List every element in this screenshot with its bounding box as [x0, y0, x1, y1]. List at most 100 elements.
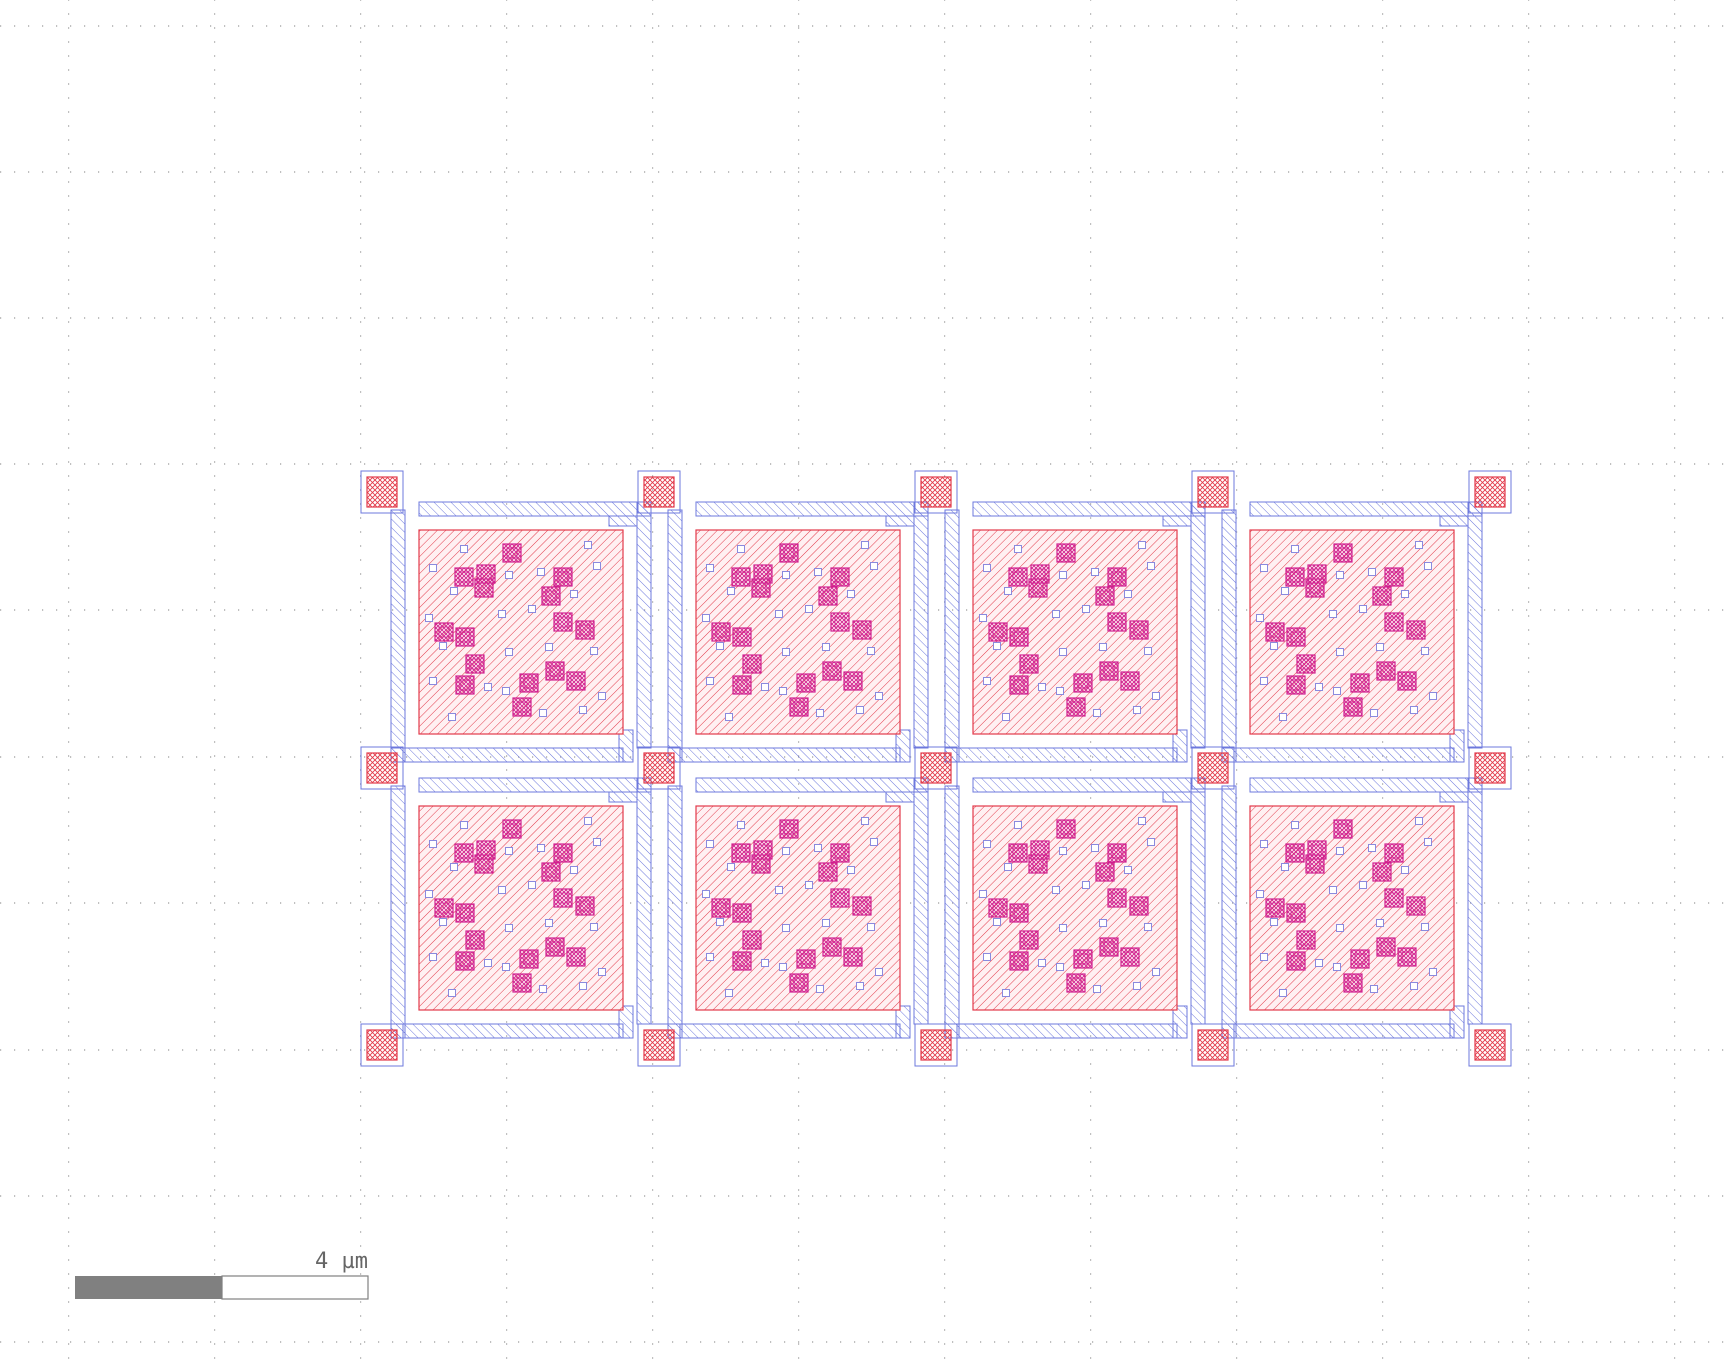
- via-core: [579, 624, 591, 636]
- metal-trace: [944, 1023, 1178, 1039]
- via: [796, 673, 816, 693]
- via-core: [992, 902, 1004, 914]
- contact: [725, 989, 733, 997]
- contact: [579, 982, 587, 990]
- contact: [1333, 687, 1341, 695]
- metal-trace: [636, 777, 652, 1025]
- via-core: [459, 631, 471, 643]
- contact: [1359, 605, 1367, 613]
- contact: [484, 959, 492, 967]
- contact: [856, 982, 864, 990]
- cell-r2-c3: [972, 805, 1178, 1011]
- via-core: [847, 951, 859, 963]
- via-core: [570, 951, 582, 963]
- via-core: [1099, 590, 1111, 602]
- via-core: [856, 900, 868, 912]
- metal-trace: [1449, 1005, 1465, 1039]
- via-core: [1300, 658, 1312, 670]
- pad-ring: [637, 746, 681, 790]
- pad-ring: [637, 470, 681, 514]
- via: [502, 819, 522, 839]
- via-core: [1289, 571, 1301, 583]
- contact: [1004, 863, 1012, 871]
- via: [541, 586, 561, 606]
- via: [1384, 888, 1404, 908]
- via-core: [1060, 823, 1072, 835]
- via: [1107, 843, 1127, 863]
- via-core: [1103, 941, 1115, 953]
- metal-trace: [695, 777, 929, 793]
- cell-r1-c2: [695, 529, 901, 735]
- contact: [761, 959, 769, 967]
- via: [434, 898, 454, 918]
- pad: [643, 752, 675, 784]
- pad: [920, 752, 952, 784]
- contact: [1281, 863, 1289, 871]
- pad: [1474, 1029, 1506, 1061]
- via-core: [1354, 953, 1366, 965]
- contact: [1059, 648, 1067, 656]
- contact: [1281, 587, 1289, 595]
- cell-r1-c3: [972, 529, 1178, 735]
- contact: [1260, 677, 1268, 685]
- metal-trace: [1162, 791, 1192, 803]
- metal-trace: [1190, 501, 1206, 749]
- via: [1350, 673, 1370, 693]
- via: [1009, 675, 1029, 695]
- contact: [1415, 817, 1423, 825]
- contact: [570, 590, 578, 598]
- via-core: [1388, 892, 1400, 904]
- contact: [716, 918, 724, 926]
- via-core: [1111, 571, 1123, 583]
- contact: [537, 844, 545, 852]
- contact: [1270, 918, 1278, 926]
- via-core: [822, 590, 834, 602]
- pad: [920, 476, 952, 508]
- metal-trace: [944, 747, 1178, 763]
- via-core: [1013, 679, 1025, 691]
- contact: [1002, 989, 1010, 997]
- metal-trace: [1172, 1005, 1188, 1039]
- via-core: [1401, 951, 1413, 963]
- via: [852, 896, 872, 916]
- via: [711, 622, 731, 642]
- via-core: [834, 892, 846, 904]
- contact: [1082, 881, 1090, 889]
- contact: [1152, 692, 1160, 700]
- contact: [1401, 866, 1409, 874]
- contact: [1410, 706, 1418, 714]
- via: [1009, 951, 1029, 971]
- via: [1305, 578, 1325, 598]
- pad-ring: [1191, 746, 1235, 790]
- metal-routing-layer: [390, 501, 1483, 1039]
- via: [1028, 578, 1048, 598]
- via-core: [523, 953, 535, 965]
- contact: [1429, 692, 1437, 700]
- contact: [498, 886, 506, 894]
- contact: [1056, 687, 1064, 695]
- contact: [545, 643, 553, 651]
- via-core: [1388, 571, 1400, 583]
- via-core: [1111, 616, 1123, 628]
- contact: [856, 706, 864, 714]
- scale-bar: 4 µm: [75, 1249, 369, 1300]
- via: [575, 896, 595, 916]
- via: [553, 888, 573, 908]
- metal-trace: [885, 515, 915, 527]
- metal-trace: [913, 501, 929, 749]
- contact: [1415, 541, 1423, 549]
- via: [1333, 819, 1353, 839]
- contact: [537, 568, 545, 576]
- via: [1285, 843, 1305, 863]
- via-core: [1376, 866, 1388, 878]
- via-core: [1410, 900, 1422, 912]
- via: [553, 843, 573, 863]
- pad-ring: [360, 470, 404, 514]
- via: [512, 697, 532, 717]
- via-core: [1111, 892, 1123, 904]
- contact: [867, 647, 875, 655]
- contact: [727, 587, 735, 595]
- contact: [1133, 982, 1141, 990]
- contact: [1093, 985, 1101, 993]
